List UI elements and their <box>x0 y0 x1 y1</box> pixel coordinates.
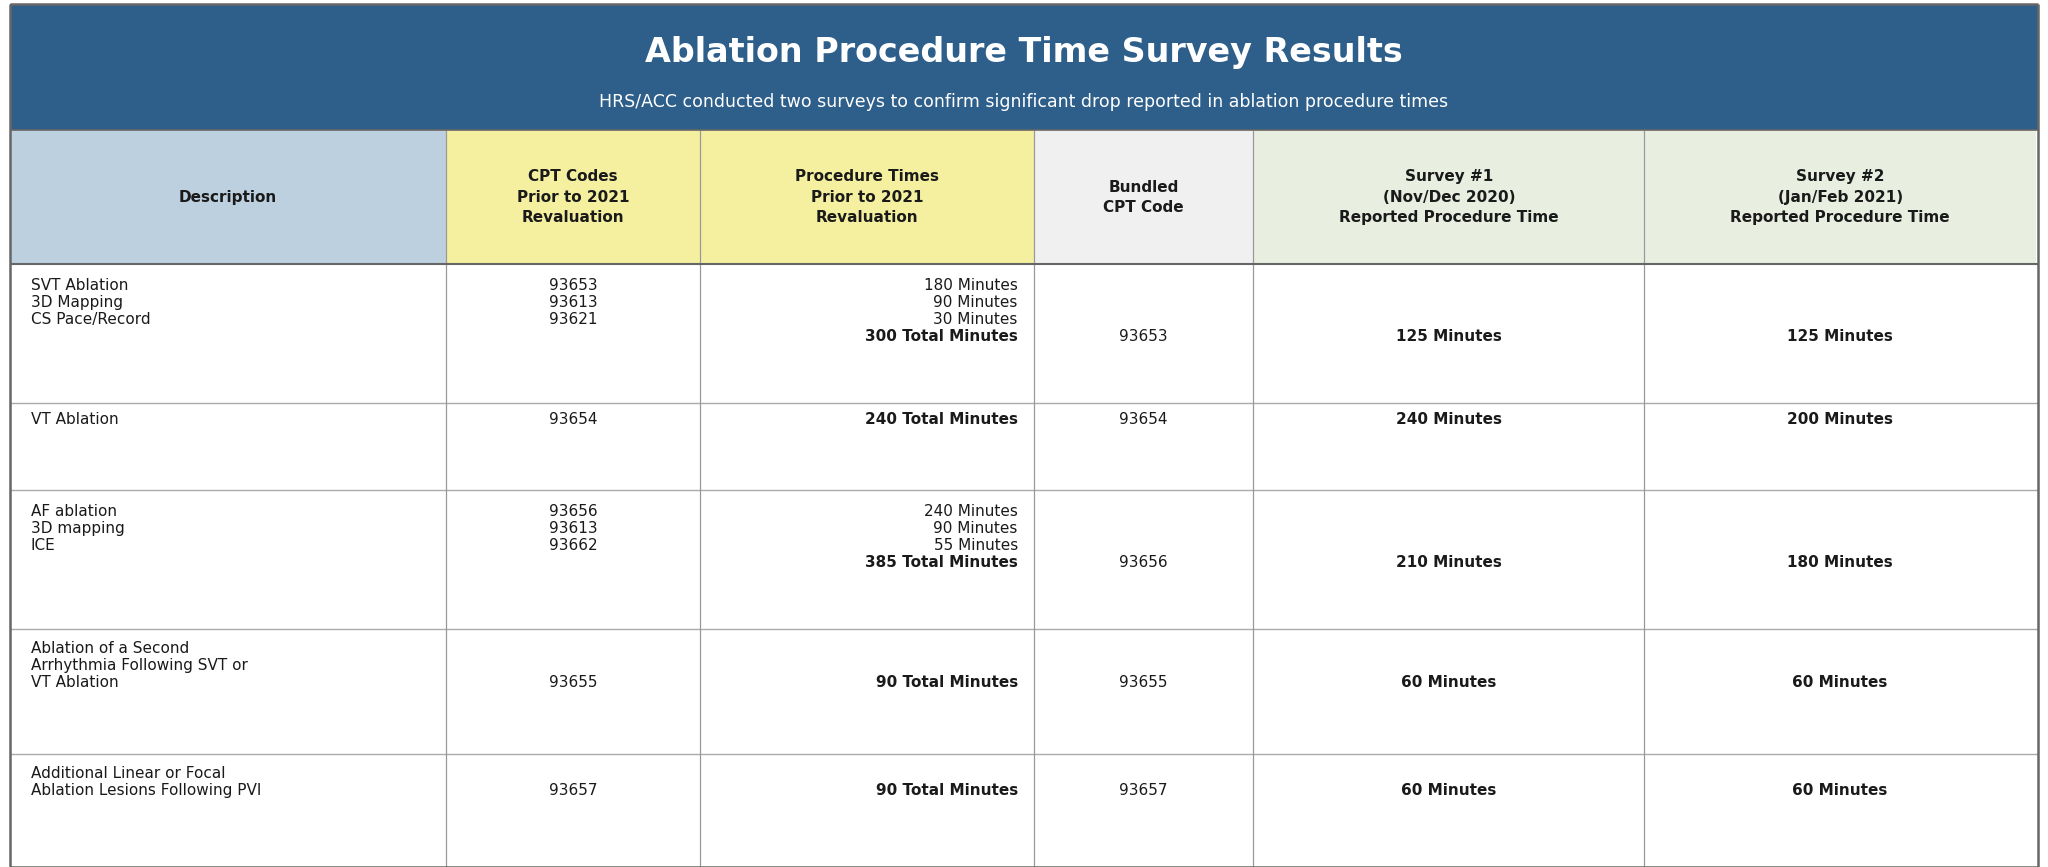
Text: 300 Total Minutes: 300 Total Minutes <box>864 329 1018 344</box>
Text: HRS/ACC conducted two surveys to confirm significant drop reported in ablation p: HRS/ACC conducted two surveys to confirm… <box>600 94 1448 111</box>
Bar <box>10 130 446 264</box>
Text: 200 Minutes: 200 Minutes <box>1788 412 1892 427</box>
Text: 60 Minutes: 60 Minutes <box>1792 783 1888 798</box>
Text: 93613: 93613 <box>549 521 598 536</box>
Text: Survey #1
(Nov/Dec 2020)
Reported Procedure Time: Survey #1 (Nov/Dec 2020) Reported Proced… <box>1339 169 1559 225</box>
Text: 90 Minutes: 90 Minutes <box>934 521 1018 536</box>
Text: Description: Description <box>178 190 276 205</box>
Bar <box>1253 130 1645 264</box>
Text: Ablation Lesions Following PVI: Ablation Lesions Following PVI <box>31 783 260 798</box>
Text: 93662: 93662 <box>549 538 598 553</box>
Text: 30 Minutes: 30 Minutes <box>934 312 1018 328</box>
Text: 93653: 93653 <box>549 278 598 293</box>
Text: Bundled
CPT Code: Bundled CPT Code <box>1104 179 1184 215</box>
Text: 240 Minutes: 240 Minutes <box>924 504 1018 518</box>
Text: 93655: 93655 <box>1120 675 1167 690</box>
Bar <box>446 130 700 264</box>
Text: Arrhythmia Following SVT or: Arrhythmia Following SVT or <box>31 658 248 673</box>
Text: 3D Mapping: 3D Mapping <box>31 296 123 310</box>
Bar <box>1645 130 2036 264</box>
Text: 60 Minutes: 60 Minutes <box>1401 675 1497 690</box>
Text: 90 Minutes: 90 Minutes <box>934 296 1018 310</box>
Text: 385 Total Minutes: 385 Total Minutes <box>864 555 1018 570</box>
Text: Procedure Times
Prior to 2021
Revaluation: Procedure Times Prior to 2021 Revaluatio… <box>795 169 938 225</box>
Text: 125 Minutes: 125 Minutes <box>1397 329 1501 344</box>
Text: 60 Minutes: 60 Minutes <box>1401 783 1497 798</box>
Text: 180 Minutes: 180 Minutes <box>1788 555 1892 570</box>
Text: 93654: 93654 <box>1120 412 1167 427</box>
Text: 93654: 93654 <box>549 412 598 427</box>
Bar <box>700 130 1034 264</box>
Text: 93657: 93657 <box>549 783 598 798</box>
Text: 180 Minutes: 180 Minutes <box>924 278 1018 293</box>
Text: 93656: 93656 <box>1120 555 1167 570</box>
Text: 93613: 93613 <box>549 296 598 310</box>
Bar <box>10 490 2038 629</box>
Text: CPT Codes
Prior to 2021
Revaluation: CPT Codes Prior to 2021 Revaluation <box>516 169 629 225</box>
Bar <box>10 754 2038 867</box>
Text: 3D mapping: 3D mapping <box>31 521 125 536</box>
Text: 240 Total Minutes: 240 Total Minutes <box>864 412 1018 427</box>
Text: 90 Total Minutes: 90 Total Minutes <box>874 675 1018 690</box>
Text: 93656: 93656 <box>549 504 598 518</box>
Text: 210 Minutes: 210 Minutes <box>1397 555 1501 570</box>
Text: Ablation of a Second: Ablation of a Second <box>31 642 188 656</box>
Text: 93655: 93655 <box>549 675 598 690</box>
Text: SVT Ablation: SVT Ablation <box>31 278 129 293</box>
Text: ICE: ICE <box>31 538 55 553</box>
Text: 60 Minutes: 60 Minutes <box>1792 675 1888 690</box>
Text: VT Ablation: VT Ablation <box>31 675 119 690</box>
Bar <box>10 4 2038 130</box>
Text: 90 Total Minutes: 90 Total Minutes <box>874 783 1018 798</box>
Bar <box>10 403 2038 490</box>
Text: 125 Minutes: 125 Minutes <box>1788 329 1892 344</box>
Text: VT Ablation: VT Ablation <box>31 412 119 427</box>
Text: Ablation Procedure Time Survey Results: Ablation Procedure Time Survey Results <box>645 36 1403 68</box>
Text: CS Pace/Record: CS Pace/Record <box>31 312 150 328</box>
Text: 93621: 93621 <box>549 312 598 328</box>
Text: 55 Minutes: 55 Minutes <box>934 538 1018 553</box>
Text: Survey #2
(Jan/Feb 2021)
Reported Procedure Time: Survey #2 (Jan/Feb 2021) Reported Proced… <box>1731 169 1950 225</box>
Text: Additional Linear or Focal: Additional Linear or Focal <box>31 766 225 780</box>
Text: 93657: 93657 <box>1120 783 1167 798</box>
Text: AF ablation: AF ablation <box>31 504 117 518</box>
Bar <box>1034 130 1253 264</box>
Text: 240 Minutes: 240 Minutes <box>1397 412 1501 427</box>
Bar <box>10 264 2038 403</box>
Text: 93653: 93653 <box>1120 329 1167 344</box>
Bar <box>10 629 2038 754</box>
